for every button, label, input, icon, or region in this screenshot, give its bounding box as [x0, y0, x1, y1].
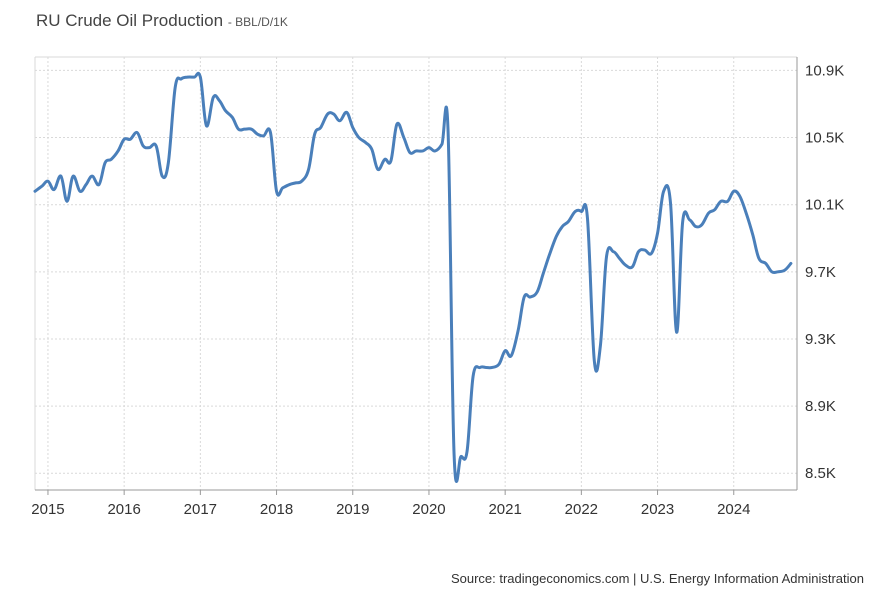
x-tick-label: 2017	[184, 501, 217, 518]
source-credit: Source: tradingeconomics.com | U.S. Ener…	[450, 571, 864, 586]
y-tick-label: 10.9K	[805, 62, 844, 79]
y-tick-label: 8.9K	[805, 398, 836, 415]
x-tick-label: 2020	[412, 501, 445, 518]
x-tick-label: 2015	[31, 501, 64, 518]
series-line	[33, 71, 793, 483]
unit-text: BBL/D/1K	[235, 15, 288, 29]
title-unit: - BBL/D/1K	[227, 15, 288, 29]
y-tick-label: 10.5K	[805, 130, 844, 147]
chart-title: RU Crude Oil Production - BBL/D/1K	[36, 11, 288, 31]
x-tick-label: 2024	[717, 501, 750, 518]
series-layer	[33, 71, 793, 483]
x-tick-label: 2021	[488, 501, 521, 518]
y-tick-label: 9.3K	[805, 331, 836, 348]
grid	[35, 56, 797, 490]
axes	[34, 57, 798, 495]
x-tick-label: 2022	[565, 501, 598, 518]
x-tick-label: 2019	[336, 501, 369, 518]
y-tick-label: 9.7K	[805, 264, 836, 281]
line-chart: 8.5K 8.9K 9.3K 9.7K 10.1K 10.5K 10.9K 2015 2016…	[31, 56, 844, 518]
y-tick-label: 10.1K	[805, 197, 844, 214]
y-tick-label: 8.5K	[805, 465, 836, 482]
title-text: RU Crude Oil Production	[36, 11, 224, 30]
x-tick-labels: 2015 2016 2017 2018 2019 2020 2021 2022 2023 2024	[31, 501, 750, 518]
x-tick-label: 2016	[107, 501, 140, 518]
x-tick-label: 2018	[260, 501, 293, 518]
x-tick-label: 2023	[641, 501, 674, 518]
y-tick-labels: 8.5K 8.9K 9.3K 9.7K 10.1K 10.5K 10.9K	[805, 62, 844, 482]
